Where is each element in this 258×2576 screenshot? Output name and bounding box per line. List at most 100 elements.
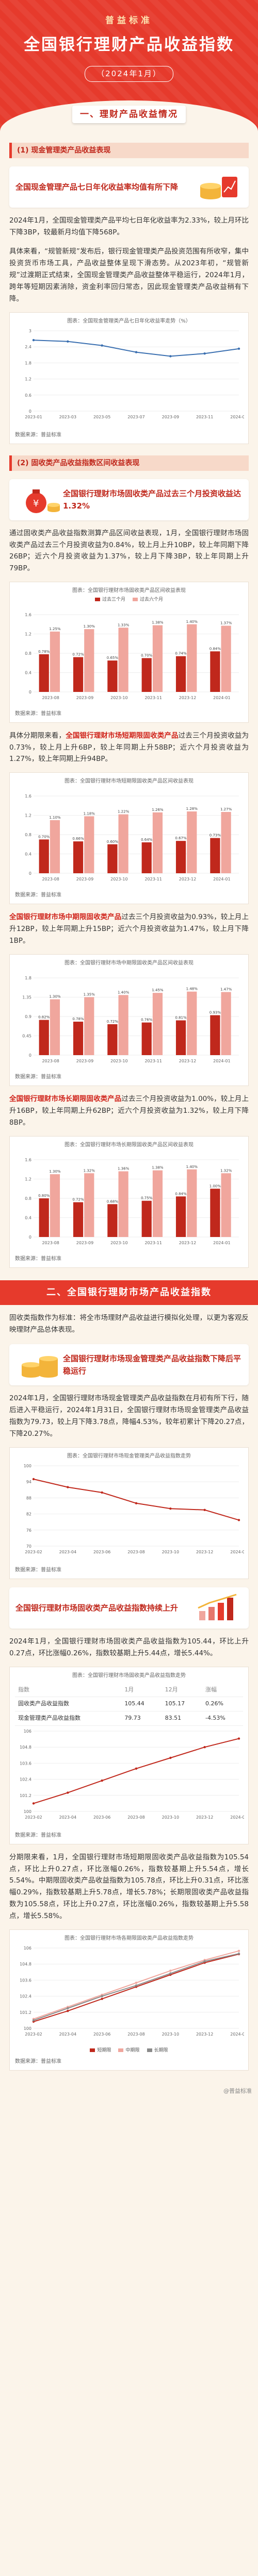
chart-legend: 过去三个月 过去六个月 [15, 596, 243, 604]
y-tick-label: 0 [29, 1053, 31, 1058]
y-tick-label: 1.6 [25, 794, 31, 799]
data-label: 1.47% [220, 988, 232, 992]
chart-source: 数据来源：普益标准 [15, 1567, 61, 1573]
data-label: 0.78% [38, 649, 50, 653]
chart-title: 图表：全国银行理财市场固收类产品区间收益表现 [72, 588, 186, 594]
table-cell: -4.53% [202, 1711, 243, 1726]
data-label: 1.28% [186, 807, 198, 811]
bar [152, 1170, 163, 1238]
bar [210, 838, 220, 874]
x-tick-label: 2023-10 [162, 1815, 179, 1820]
x-tick-label: 2023-02 [25, 1550, 42, 1554]
data-label: 1.33% [118, 623, 130, 627]
chart-card-fi-mid: 图表：全国银行理财市场中期限固收类产品区间收益表现 0 0.45 0.9 1.35 1.… [9, 954, 249, 1087]
section-1-heading: 一、理财产品收益情况 [72, 106, 186, 123]
data-label: 0.64% [141, 838, 153, 842]
data-label: 0.72% [72, 1198, 84, 1202]
y-tick-label: 1.2 [25, 1177, 31, 1182]
data-label: 0.84% [175, 1192, 187, 1196]
x-tick-label: 2023-10 [162, 2032, 179, 2037]
data-label: 0.81% [175, 1016, 187, 1020]
x-tick-label: 2023-04 [59, 1815, 76, 1820]
bar [84, 816, 94, 874]
data-label: 0.67% [175, 837, 187, 841]
data-label: 1.38% [152, 1166, 164, 1170]
data-label: 1.37% [220, 621, 232, 625]
data-point [101, 1995, 103, 1998]
table-row: 现金管理类产品收益指数 79.73 83.51 -4.53% [15, 1711, 243, 1726]
x-tick-label: 2023-12 [196, 1815, 213, 1820]
legend-item: 短期限 [90, 2047, 111, 2055]
x-tick-label: 2023-08 [127, 1815, 144, 1820]
y-tick-label: 106 [24, 1946, 31, 1951]
x-tick-label: 2023-09 [76, 1241, 93, 1245]
data-label: 0.93% [209, 1011, 221, 1015]
y-tick-label: 100 [24, 2026, 31, 2031]
data-label: 1.26% [152, 808, 164, 812]
table-header-row: 指数 1月 12月 涨幅 [15, 1683, 243, 1698]
x-tick-label: 2023-11 [144, 877, 162, 882]
bar [187, 624, 197, 692]
data-label: 0.70% [141, 653, 153, 657]
bar [73, 1022, 84, 1056]
data-point [32, 1802, 35, 1805]
bar [141, 842, 152, 874]
y-tick-label: 103.6 [20, 1761, 31, 1766]
data-label: 1.18% [84, 812, 95, 816]
data-point [169, 354, 172, 358]
data-label: 0.82% [38, 1015, 50, 1020]
bar-chart-fi-mid: 0 0.45 0.9 1.35 1.8 0.82% 1.30% 2023-08 0.78% 1.3… [22, 976, 239, 1063]
paragraph-cash-2: 具体来看，“规管新规”发布后，银行现金管理类产品投资范围有所收窄，集中投资货币市… [9, 247, 249, 303]
y-tick-label: 0.4 [25, 852, 31, 857]
y-tick-label: 1.6 [25, 613, 31, 617]
data-label: 0.66% [72, 837, 84, 841]
y-tick-label: 82 [26, 1512, 31, 1516]
data-label: 1.32% [84, 1168, 95, 1173]
table-row: 固收类产品收益指数 105.44 105.17 0.26% [15, 1697, 243, 1711]
chart-legend: 短期限 中期限 长期限 [15, 2047, 243, 2055]
x-tick-label: 2023-11 [144, 1059, 162, 1063]
data-label: 0.73% [209, 834, 221, 838]
data-label: 1.48% [186, 987, 198, 991]
series-line [33, 339, 239, 357]
paragraph-fi-1: 通过固收类产品收益指数测算产品区间收益表现，1月，全国银行理财市场固收类产品过去… [9, 529, 249, 573]
watermark: @普益标准 [223, 2087, 252, 2094]
bar [221, 1173, 231, 1238]
bar [39, 839, 49, 874]
chart-title: 图表：全国银行理财市场现金管理类产品收益指数走势 [67, 1453, 191, 1459]
bar [141, 1022, 152, 1056]
y-tick-label: 76 [26, 1528, 31, 1532]
data-label: 1.40% [186, 619, 198, 623]
legend-item: 过去三个月 [94, 596, 125, 604]
y-tick-label: 104.8 [20, 1962, 31, 1967]
bar [50, 820, 60, 874]
x-tick-label: 2023-05 [93, 415, 110, 419]
x-tick-label: 2023-09 [76, 877, 93, 882]
data-label: 0.60% [107, 840, 119, 844]
x-tick-label: 2024-01 [213, 696, 230, 700]
chart-source: 数据来源：普益标准 [15, 1074, 61, 1080]
x-tick-label: 2023-11 [196, 415, 213, 419]
x-tick-label: 2023-11 [144, 696, 162, 700]
bar [141, 657, 152, 692]
x-tick-label: 2024-01 [230, 1815, 244, 1820]
date-badge: （2024年1月） [85, 65, 173, 82]
x-tick-label: 2023-08 [42, 877, 59, 882]
legend-item: 中期限 [118, 2047, 140, 2055]
callout-fixed-income: ¥ 全国银行理财市场固收类产品过去三个月投资收益达1.32% [9, 479, 249, 520]
data-point [237, 1952, 240, 1955]
bar [118, 1171, 128, 1238]
bar [221, 992, 231, 1056]
bar [107, 1024, 118, 1056]
y-tick-label: 0.6 [25, 393, 31, 397]
y-tick-label: 102.4 [20, 1777, 31, 1782]
page: 普益标准 全国银行理财产品收益指数 （2024年1月） 一、理财产品收益情况 (… [0, 0, 258, 2094]
data-point [67, 2010, 69, 2012]
chart-card-fi-terms: 图表：全国银行理财市场各期限固收类产品收益指数走势 100 101.2 102.4 1… [9, 1929, 249, 2071]
callout-text: 全国银行理财市场现金管理类产品收益指数下降后平稳运行 [63, 1353, 241, 1376]
y-tick-label: 0.45 [22, 1034, 31, 1039]
bar [175, 1196, 186, 1238]
x-tick-label: 2023-11 [144, 1241, 162, 1245]
y-tick-label: 1.6 [25, 1158, 31, 1162]
x-tick-label: 2024-01 [230, 415, 244, 419]
